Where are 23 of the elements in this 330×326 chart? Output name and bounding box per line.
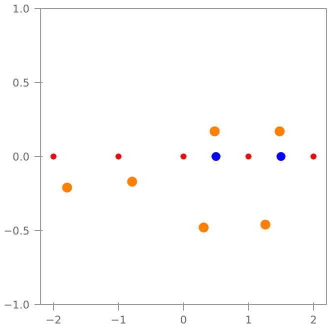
point (274, 126, 285, 136)
point (127, 176, 138, 187)
point (180, 154, 186, 160)
point (210, 126, 220, 136)
point (260, 220, 270, 230)
point (198, 222, 209, 233)
point (246, 154, 252, 160)
y-tick-label: 0.5 (12, 76, 30, 90)
y-tick-label: −0.5 (4, 224, 30, 238)
y-tick-label: −1.0 (4, 298, 30, 312)
x-tick-label: 0 (180, 314, 188, 326)
point (62, 182, 72, 193)
point (276, 152, 286, 161)
point (310, 154, 316, 160)
x-tick-label: −1 (110, 314, 126, 326)
y-tick-label: 0.0 (12, 150, 30, 164)
point (212, 152, 220, 161)
point (116, 154, 122, 160)
point (50, 154, 56, 160)
x-tick-label: 1 (245, 314, 252, 326)
x-tick-label: 2 (310, 314, 317, 326)
y-tick-label: 1.0 (12, 2, 30, 16)
x-tick-label: −2 (46, 314, 62, 326)
